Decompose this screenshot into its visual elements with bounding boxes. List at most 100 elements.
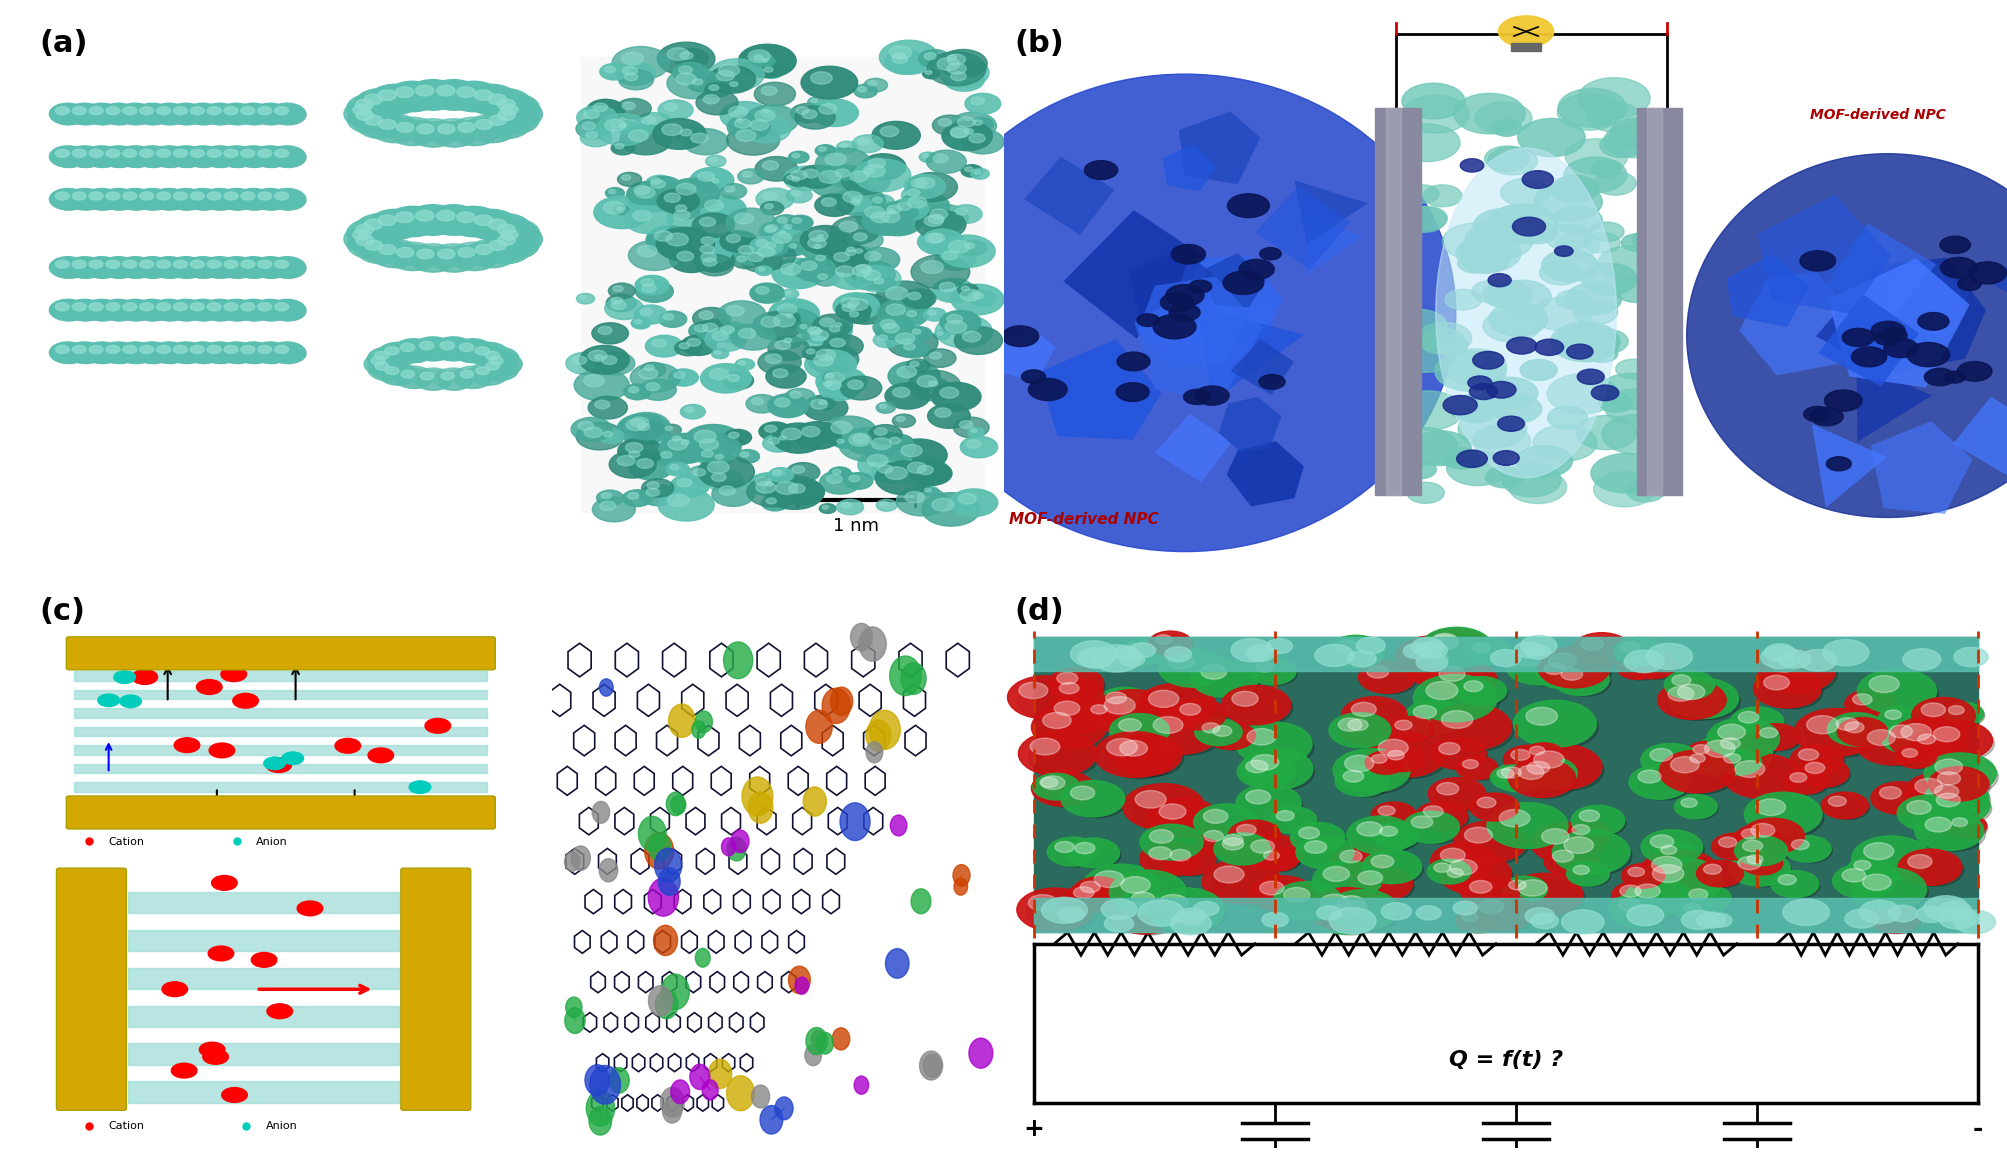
Circle shape xyxy=(1435,350,1505,391)
Circle shape xyxy=(187,343,221,363)
Circle shape xyxy=(1042,712,1070,728)
Circle shape xyxy=(375,117,419,143)
Circle shape xyxy=(759,223,789,240)
Circle shape xyxy=(755,157,797,181)
Circle shape xyxy=(1032,706,1106,748)
Circle shape xyxy=(1200,665,1226,680)
Circle shape xyxy=(652,118,706,150)
Circle shape xyxy=(594,355,602,360)
Circle shape xyxy=(269,146,305,167)
Circle shape xyxy=(1341,697,1407,734)
Circle shape xyxy=(817,234,823,239)
Circle shape xyxy=(576,422,624,450)
Circle shape xyxy=(1901,748,1917,757)
Circle shape xyxy=(694,248,735,273)
Circle shape xyxy=(1716,749,1760,775)
Circle shape xyxy=(831,421,851,434)
Circle shape xyxy=(879,41,937,74)
Circle shape xyxy=(716,300,765,328)
Text: MOF-derived NPC: MOF-derived NPC xyxy=(1808,108,1945,122)
Circle shape xyxy=(1084,160,1118,180)
Circle shape xyxy=(1491,394,1541,423)
Circle shape xyxy=(1234,722,1311,766)
Circle shape xyxy=(72,191,86,200)
Text: (d): (d) xyxy=(1014,597,1064,626)
Circle shape xyxy=(1509,749,1529,760)
Circle shape xyxy=(271,259,305,278)
Circle shape xyxy=(1483,310,1539,342)
Circle shape xyxy=(1626,905,1664,926)
Circle shape xyxy=(741,248,783,273)
Circle shape xyxy=(1686,889,1732,914)
Circle shape xyxy=(1580,638,1604,651)
Circle shape xyxy=(783,312,801,322)
Circle shape xyxy=(885,304,905,316)
Circle shape xyxy=(1513,651,1575,686)
Circle shape xyxy=(1339,850,1361,863)
Circle shape xyxy=(1094,732,1174,777)
Circle shape xyxy=(1840,869,1865,882)
Circle shape xyxy=(1578,78,1650,118)
Circle shape xyxy=(1590,454,1660,493)
Circle shape xyxy=(741,115,791,143)
Circle shape xyxy=(1455,756,1497,780)
Circle shape xyxy=(470,212,518,239)
Circle shape xyxy=(1481,377,1537,408)
Circle shape xyxy=(889,815,907,836)
Circle shape xyxy=(1917,734,1935,745)
Circle shape xyxy=(1138,900,1184,926)
Circle shape xyxy=(498,235,516,246)
Circle shape xyxy=(1234,824,1280,850)
Circle shape xyxy=(1176,908,1206,925)
Circle shape xyxy=(52,259,86,278)
Circle shape xyxy=(391,209,438,237)
Circle shape xyxy=(1192,804,1258,841)
Circle shape xyxy=(630,318,650,329)
Circle shape xyxy=(1840,868,1897,899)
Circle shape xyxy=(765,242,775,248)
Polygon shape xyxy=(1162,144,1216,191)
Circle shape xyxy=(72,346,86,354)
Circle shape xyxy=(668,438,686,450)
Circle shape xyxy=(56,303,70,311)
Circle shape xyxy=(1202,831,1222,841)
Circle shape xyxy=(122,150,136,158)
Circle shape xyxy=(488,94,506,104)
Circle shape xyxy=(843,472,873,490)
Circle shape xyxy=(684,425,743,458)
Circle shape xyxy=(275,260,289,268)
Circle shape xyxy=(1106,739,1136,756)
Circle shape xyxy=(953,418,989,437)
Circle shape xyxy=(1531,749,1604,791)
Circle shape xyxy=(825,372,843,383)
Circle shape xyxy=(1429,704,1511,751)
Bar xyxy=(74,763,488,774)
Circle shape xyxy=(1654,842,1696,865)
Circle shape xyxy=(1736,856,1790,887)
Circle shape xyxy=(1798,251,1834,271)
Circle shape xyxy=(1907,342,1949,367)
Circle shape xyxy=(911,889,931,914)
Circle shape xyxy=(628,493,638,499)
Circle shape xyxy=(747,477,799,507)
Circle shape xyxy=(957,284,977,296)
Circle shape xyxy=(825,380,841,390)
Circle shape xyxy=(1469,793,1519,821)
Circle shape xyxy=(1571,864,1610,886)
Circle shape xyxy=(889,437,899,443)
Circle shape xyxy=(1925,780,1987,815)
Circle shape xyxy=(1788,773,1806,782)
Circle shape xyxy=(136,343,171,363)
Circle shape xyxy=(1369,854,1423,884)
Circle shape xyxy=(377,215,395,225)
Circle shape xyxy=(727,208,775,237)
Circle shape xyxy=(257,191,271,200)
Circle shape xyxy=(1535,658,1590,689)
Circle shape xyxy=(385,367,399,375)
Circle shape xyxy=(1212,865,1282,905)
Circle shape xyxy=(415,339,454,361)
Circle shape xyxy=(875,403,895,413)
Circle shape xyxy=(787,463,819,481)
Circle shape xyxy=(1118,900,1180,935)
Circle shape xyxy=(1240,748,1313,790)
